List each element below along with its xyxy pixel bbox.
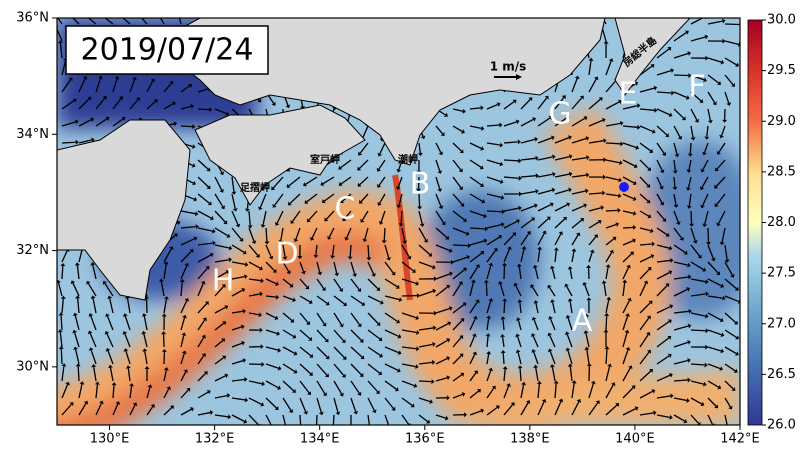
- vector: [62, 142, 76, 143]
- y-tick-label: 36°N: [16, 11, 49, 26]
- vector: [606, 143, 620, 144]
- vector: [486, 283, 487, 296]
- vector-head: [99, 13, 103, 17]
- region-label: B: [410, 167, 431, 202]
- vector: [691, 211, 692, 224]
- colorbar-tick-label: 26.5: [767, 367, 796, 382]
- vector: [350, 245, 351, 257]
- y-tick-label: 34°N: [16, 127, 49, 142]
- vector: [504, 160, 518, 161]
- colorbar-tick-label: 26.0: [767, 418, 796, 433]
- x-tick-label: 138°E: [510, 432, 550, 447]
- vector-head: [52, 10, 56, 14]
- vector: [674, 177, 675, 187]
- vector-head: [495, 12, 499, 16]
- colorbar: [748, 20, 762, 425]
- vector-head: [367, 428, 372, 431]
- vector-head: [135, 11, 139, 15]
- vector: [78, 366, 79, 381]
- vector: [333, 415, 334, 429]
- vector-head: [429, 13, 433, 17]
- colorbar-tick-label: 29.5: [767, 63, 796, 78]
- vector-head: [579, 12, 583, 16]
- station-dot: [619, 182, 629, 192]
- colorbar-tick-label: 27.0: [767, 316, 796, 331]
- vector: [61, 349, 62, 364]
- vector-head: [116, 12, 120, 16]
- vector: [708, 228, 709, 242]
- vector: [504, 301, 505, 313]
- vector: [503, 353, 504, 364]
- map-area: 2019/07/24 1 m/s 室戸岬 足摺岬 潮岬 房総半島 A B C D…: [40, 7, 760, 440]
- vector-head: [639, 7, 644, 10]
- vector: [316, 415, 317, 430]
- region-label: E: [619, 77, 638, 112]
- vector-head: [175, 8, 180, 12]
- x-tick-label: 140°E: [615, 432, 655, 447]
- vector: [384, 228, 385, 240]
- date-title: 2019/07/24: [81, 33, 254, 68]
- region-label: A: [572, 304, 593, 339]
- region-label: C: [335, 192, 356, 227]
- place-name: 足摺岬: [240, 181, 270, 194]
- vector: [470, 228, 485, 229]
- x-tick-label: 142°E: [720, 432, 760, 447]
- vector: [520, 368, 521, 381]
- vector-head: [618, 7, 623, 10]
- vector-head: [82, 13, 86, 17]
- vector: [690, 143, 691, 154]
- colorbar-tick-label: 27.5: [767, 266, 796, 281]
- vector: [691, 330, 706, 331]
- region-label: H: [212, 264, 235, 299]
- vector-head: [271, 427, 275, 431]
- place-name: 室戸岬: [310, 153, 340, 166]
- x-tick-label: 134°E: [300, 432, 340, 447]
- scale-label: 1 m/s: [490, 60, 527, 74]
- vector-head: [67, 12, 71, 16]
- vector-head: [442, 9, 446, 13]
- vector: [674, 75, 688, 76]
- region-label: F: [688, 70, 705, 105]
- vector: [181, 126, 192, 127]
- vector-head: [661, 8, 666, 12]
- colorbar-tick-label: 28.0: [767, 215, 796, 230]
- colorbar-tick-label: 29.0: [767, 114, 796, 129]
- vector-head: [284, 429, 289, 433]
- region-label: D: [275, 237, 298, 272]
- vector: [198, 109, 209, 110]
- vector: [725, 24, 739, 25]
- vector: [62, 266, 63, 279]
- vector-head: [196, 8, 201, 11]
- y-tick-label: 32°N: [16, 243, 49, 258]
- vector: [300, 415, 301, 430]
- vector-head: [480, 9, 485, 13]
- y-tick-label: 30°N: [16, 359, 49, 374]
- vector-head: [155, 9, 159, 13]
- x-tick-label: 136°E: [405, 432, 445, 447]
- vector: [487, 211, 502, 212]
- vector-head: [466, 8, 471, 11]
- vector: [623, 227, 633, 228]
- vector: [606, 210, 618, 211]
- x-tick-label: 130°E: [90, 432, 130, 447]
- vector: [606, 316, 607, 330]
- vector: [453, 245, 468, 246]
- place-name: 潮岬: [398, 153, 418, 166]
- vector: [368, 245, 369, 257]
- vector-head: [683, 11, 687, 15]
- vector-head: [454, 7, 459, 10]
- vector-head: [238, 13, 242, 17]
- x-tick-label: 132°E: [195, 432, 235, 447]
- colorbar-tick-label: 30.0: [767, 13, 796, 28]
- vector-head: [217, 10, 222, 14]
- colorbar-tick-label: 28.5: [767, 164, 796, 179]
- region-label: G: [548, 97, 571, 132]
- vector-head: [348, 429, 353, 432]
- vector-head: [387, 426, 392, 430]
- vector-head: [598, 10, 602, 14]
- vector: [401, 211, 402, 223]
- vector: [419, 381, 432, 382]
